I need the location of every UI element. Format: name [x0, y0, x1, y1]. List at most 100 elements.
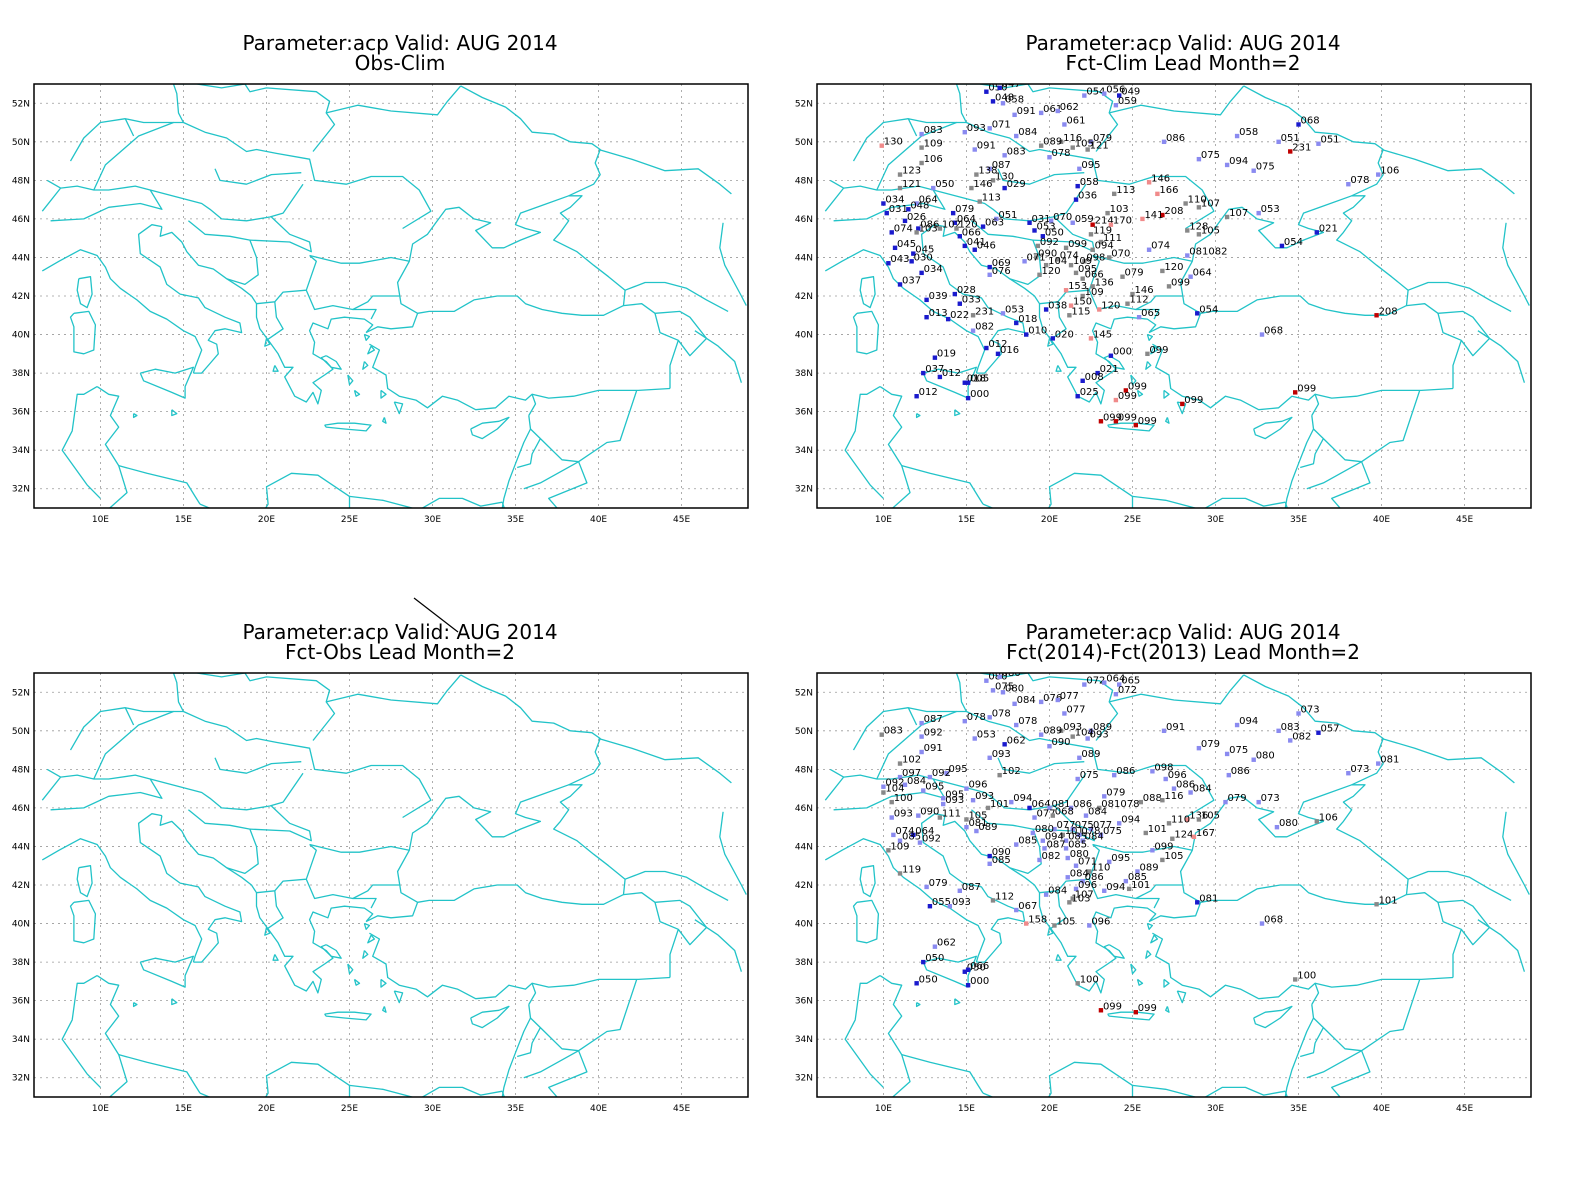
station-value: 068: [1264, 326, 1283, 337]
station-marker: [1095, 370, 1100, 376]
coastline-segment: [1150, 934, 1159, 944]
coastline-segment: [1165, 417, 1170, 424]
station-marker: [921, 788, 926, 793]
station-value: 075: [1256, 162, 1275, 173]
station-value: 072: [1118, 685, 1137, 696]
coastline-segment: [1289, 537, 1297, 566]
coastline-segment: [915, 413, 921, 419]
station-marker: [927, 774, 933, 780]
station-marker: [1160, 857, 1165, 863]
coastline-segment: [159, 815, 374, 994]
station-marker: [1058, 139, 1064, 145]
station-value: 120: [958, 220, 977, 231]
x-tick-label: 30E: [1207, 515, 1224, 525]
station-marker: [987, 861, 992, 866]
station-marker: [1014, 907, 1019, 913]
station-value: 107: [1229, 208, 1248, 219]
coastline-segment: [824, 838, 986, 963]
station-marker: [937, 815, 943, 820]
station-marker: [1123, 388, 1129, 393]
station-value: 057: [1320, 724, 1339, 735]
station-marker: [1155, 191, 1160, 197]
station-value: 050: [925, 953, 944, 964]
station-value: 068: [1264, 915, 1283, 926]
station-marker: [1102, 680, 1107, 685]
station-value: 101: [1065, 826, 1084, 837]
station-marker: [1102, 91, 1107, 96]
station-marker: [1088, 728, 1094, 734]
coastline-segment: [623, 303, 708, 339]
station-value: 087: [924, 714, 943, 725]
x-tick-label: 40E: [1373, 1104, 1390, 1114]
coastline-segment: [956, 84, 1119, 152]
station-marker: [970, 328, 976, 333]
y-tick-label: 42N: [12, 881, 30, 891]
coastline-segment: [396, 195, 626, 314]
station-marker: [1002, 185, 1007, 191]
panel-title-line1: Parameter:acp Valid: AUG 2014: [242, 620, 558, 644]
coastline-segment: [93, 710, 432, 819]
coastline-segment: [264, 338, 271, 347]
station-marker: [1073, 863, 1079, 868]
station-marker: [1276, 728, 1281, 734]
station-value: 089: [1093, 722, 1112, 733]
coastline-segment: [1148, 295, 1407, 334]
station-marker: [1077, 166, 1082, 171]
station-marker: [1117, 682, 1122, 687]
station-marker: [1014, 320, 1019, 326]
station-value: 008: [1085, 372, 1104, 383]
coastline-segment: [353, 978, 361, 986]
station-value: 065: [1121, 676, 1140, 687]
station-value: 089: [1043, 137, 1062, 148]
coastline-segment: [1406, 303, 1491, 339]
station-marker: [945, 316, 951, 322]
station-value: 073: [1301, 704, 1320, 715]
station-value: 073: [1350, 764, 1369, 775]
station-marker: [1191, 834, 1197, 840]
coastline-segment: [523, 461, 579, 490]
station-value: 099: [1103, 412, 1122, 423]
station-value: 030: [914, 252, 933, 263]
station-layer: 0500470480580540560490590910610620610710…: [879, 84, 1399, 428]
station-value: 158: [1028, 915, 1047, 926]
coastline-segment: [41, 774, 163, 811]
station-value: 077: [1093, 820, 1112, 831]
station-value: 078: [1051, 148, 1070, 159]
station-marker: [889, 230, 894, 235]
coastline-segment: [1049, 301, 1067, 341]
coastline-segment: [369, 932, 537, 1005]
station-marker: [1276, 139, 1281, 145]
station-value: 074: [1060, 250, 1079, 261]
station-value: 054: [1199, 304, 1218, 315]
station-marker: [1113, 397, 1119, 403]
x-tick-label: 20E: [258, 1104, 275, 1114]
station-marker: [879, 732, 884, 737]
station-value: 084: [1070, 868, 1089, 879]
coastline-segment: [1253, 416, 1293, 440]
coastline-segment: [654, 313, 679, 389]
coastline-segment: [460, 674, 601, 786]
x-tick-label: 35E: [507, 515, 524, 525]
coastline-segment: [852, 118, 909, 162]
station-marker: [1146, 180, 1152, 185]
station-marker: [1027, 805, 1032, 811]
station-value: 103: [1071, 893, 1090, 904]
station-marker: [997, 85, 1002, 91]
station-marker: [1107, 255, 1112, 260]
coastline-segment: [76, 276, 93, 309]
coastline-segment: [933, 183, 1087, 222]
station-value: 078: [1350, 175, 1369, 186]
coastline-segment: [506, 537, 514, 566]
station-marker: [1251, 168, 1256, 173]
station-value: 090: [992, 847, 1011, 858]
coastline-segment: [363, 333, 371, 341]
station-value: 086: [1176, 780, 1195, 791]
station-value: 031: [1032, 214, 1051, 225]
y-tick-label: 34N: [795, 446, 813, 456]
station-marker: [1125, 301, 1130, 306]
station-value: 141: [1144, 210, 1163, 221]
station-value: 012: [988, 339, 1007, 350]
station-marker: [1082, 682, 1087, 687]
coastline-segment: [171, 409, 178, 417]
coastline-segment: [517, 1017, 542, 1058]
